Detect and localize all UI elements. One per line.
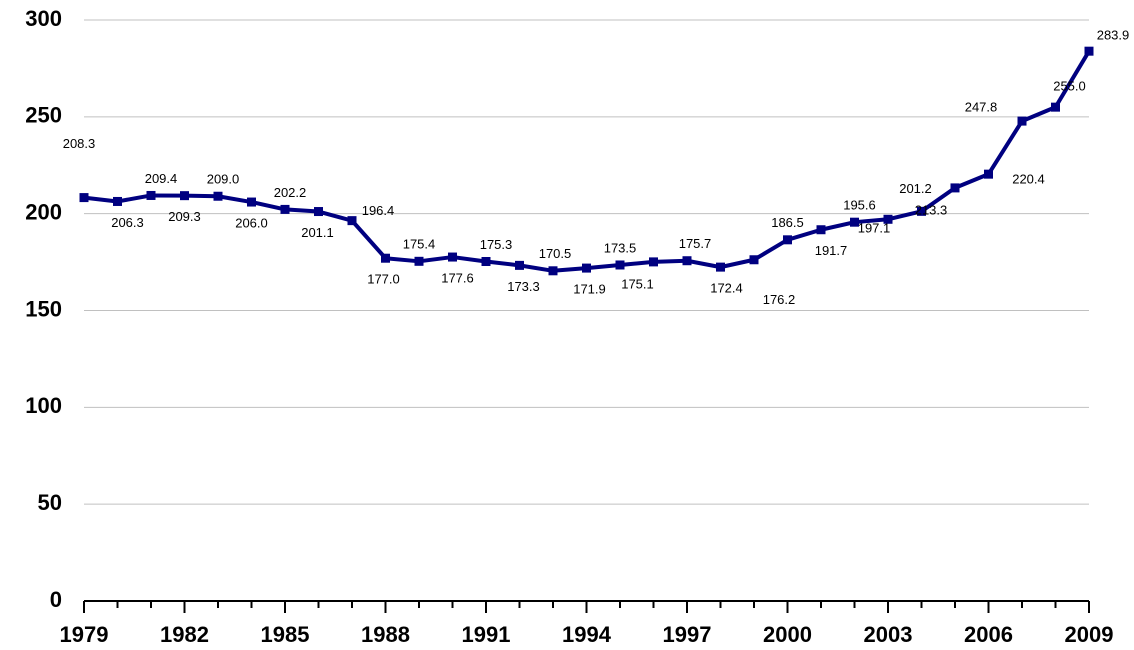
value-label: 209.4: [145, 171, 178, 186]
marker: [414, 256, 424, 266]
value-label: 173.3: [507, 279, 540, 294]
marker: [113, 196, 122, 206]
marker: [247, 197, 256, 207]
value-label: 208.3: [63, 136, 96, 151]
marker: [1017, 116, 1027, 126]
marker: [448, 252, 457, 262]
marker: [381, 253, 390, 263]
value-label: 206.0: [235, 215, 268, 230]
marker: [314, 207, 323, 217]
x-tick-label: 2006: [964, 622, 1013, 647]
marker: [146, 190, 156, 200]
value-label: 195.6: [843, 198, 876, 213]
value-label: 213.3: [915, 202, 948, 217]
marker: [716, 262, 725, 272]
value-label: 175.4: [403, 237, 436, 252]
value-label: 247.8: [965, 100, 998, 115]
marker: [850, 217, 859, 227]
value-label: 206.3: [111, 215, 144, 230]
marker: [79, 193, 89, 203]
value-label: 209.0: [207, 172, 240, 187]
value-label: 196.4: [362, 203, 395, 218]
marker: [213, 191, 223, 201]
line: [83, 50, 1091, 273]
marker: [649, 257, 658, 267]
marker: [749, 255, 759, 265]
y-tick-label: 300: [25, 6, 62, 31]
marker: [883, 214, 893, 224]
marker: [682, 256, 692, 266]
x-tick-label: 2003: [864, 622, 913, 647]
value-label: 172.4: [710, 281, 743, 296]
x-tick-label: 1979: [60, 622, 109, 647]
marker: [950, 183, 960, 193]
marker: [481, 257, 491, 267]
marker: [917, 206, 926, 216]
value-label: 220.4: [1012, 172, 1045, 187]
y-tick-label: 50: [38, 490, 62, 515]
value-label: 191.7: [815, 243, 848, 258]
y-tick-label: 0: [50, 587, 62, 612]
value-label: 175.7: [679, 236, 712, 251]
x-tick-label: 1982: [160, 622, 209, 647]
marker: [816, 225, 826, 235]
value-label: 171.9: [573, 282, 606, 297]
value-label: 175.1: [621, 276, 654, 291]
marker: [984, 169, 993, 179]
marker: [280, 204, 290, 214]
value-label: 170.5: [539, 246, 572, 261]
value-label: 255.0: [1053, 79, 1086, 94]
value-label: 283.9: [1097, 28, 1130, 43]
marker: [515, 260, 524, 270]
value-label: 177.0: [367, 272, 400, 287]
value-label: 201.1: [301, 225, 334, 240]
marker: [615, 260, 625, 270]
value-label: 209.3: [168, 209, 201, 224]
x-tick-label: 1985: [261, 622, 310, 647]
marker: [1084, 46, 1094, 56]
y-tick-label: 100: [25, 393, 62, 418]
value-label: 176.2: [763, 292, 796, 307]
y-tick-label: 150: [25, 296, 62, 321]
value-label: 201.2: [899, 181, 932, 196]
marker: [582, 263, 591, 273]
value-label: 186.5: [771, 215, 804, 230]
marker: [180, 191, 189, 201]
x-tick-label: 2000: [763, 622, 812, 647]
value-label: 202.2: [274, 185, 307, 200]
marker: [548, 266, 558, 276]
y-tick-label: 250: [25, 103, 62, 128]
value-label: 175.3: [480, 237, 513, 252]
y-tick-label: 200: [25, 199, 62, 224]
x-tick-label: 1991: [462, 622, 511, 647]
value-label: 197.1: [858, 221, 891, 236]
value-label: 177.6: [441, 270, 474, 285]
marker: [347, 216, 357, 226]
marker: [1051, 102, 1060, 112]
value-label: 173.5: [604, 240, 637, 255]
marker: [783, 235, 792, 245]
x-tick-label: 1997: [663, 622, 712, 647]
x-tick-label: 2009: [1065, 622, 1114, 647]
x-tick-label: 1994: [562, 622, 612, 647]
x-tick-label: 1988: [361, 622, 410, 647]
